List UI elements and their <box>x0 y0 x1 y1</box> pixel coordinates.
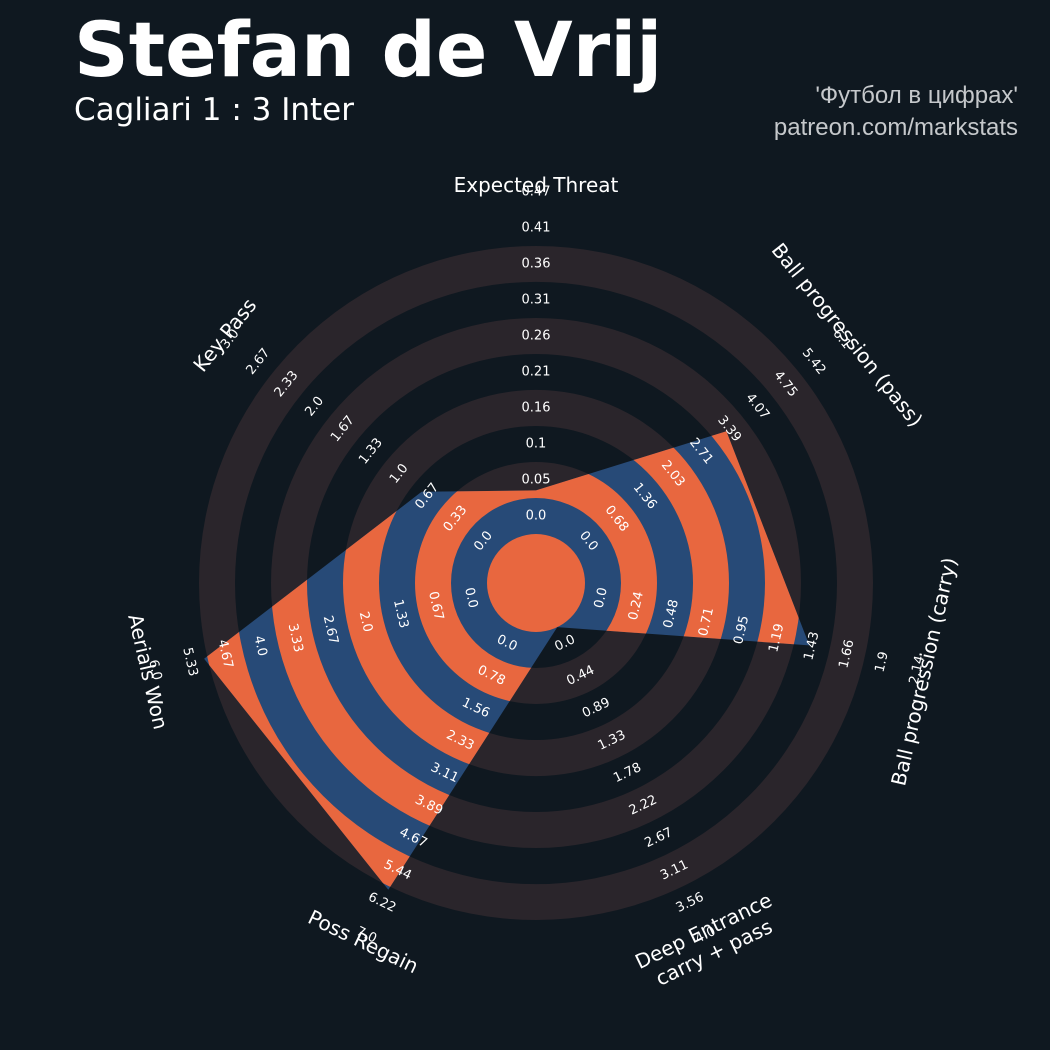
tick-label: 1.33 <box>356 435 386 467</box>
tick-label: 0.0 <box>526 509 547 524</box>
tick-label: 2.67 <box>244 346 274 378</box>
tick-label: 0.48 <box>661 598 682 630</box>
tick-label: 0.95 <box>731 614 752 646</box>
tick-label: 1.9 <box>872 650 891 674</box>
axis-label-line: Aerials Won <box>123 612 173 732</box>
tick-label: 0.21 <box>522 365 551 380</box>
tick-label: 0.36 <box>522 257 551 272</box>
tick-label: 0.71 <box>696 606 717 638</box>
tick-label: 2.0 <box>302 394 327 420</box>
axis-label: Poss Regain <box>304 905 422 978</box>
tick-label: 0.05 <box>522 473 551 488</box>
tick-label: 2.67 <box>643 825 676 851</box>
tick-label: 0.0 <box>553 632 578 654</box>
tick-label: 6.0 <box>145 658 164 682</box>
center-disc <box>487 534 585 632</box>
tick-label: 3.56 <box>674 890 707 916</box>
tick-label: 4.67 <box>214 638 235 670</box>
tick-label: 5.42 <box>799 346 829 378</box>
axis-label-line: Expected Threat <box>454 173 619 197</box>
tick-label: 0.41 <box>522 221 551 236</box>
tick-label: 4.07 <box>742 391 772 423</box>
credit-block: 'Футбол в цифрах' patreon.com/markstats <box>774 80 1018 144</box>
tick-label: 1.33 <box>390 598 411 630</box>
tick-label: 2.67 <box>320 614 341 646</box>
axis-label-line: Ball progression (carry) <box>886 555 962 788</box>
tick-label: 1.43 <box>801 630 822 662</box>
tick-label: 0.0 <box>461 586 480 610</box>
tick-labels: 0.0 0.05 0.1 0.16 0.21 0.26 0.31 0.36 0.41 0.47 0.… <box>145 185 928 947</box>
tick-label: 0.47 <box>522 185 551 200</box>
axis-label-line: Poss Regain <box>304 905 422 978</box>
tick-label: 1.66 <box>836 638 857 670</box>
tick-label: 1.19 <box>766 622 787 654</box>
tick-label: 6.22 <box>366 890 399 916</box>
tick-label: 0.89 <box>580 695 613 721</box>
player-name: Stefan de Vrij <box>74 5 663 94</box>
tick-label: 0.31 <box>522 293 551 308</box>
tick-label: 0.1 <box>526 437 547 452</box>
tick-label: 4.0 <box>250 634 269 658</box>
tick-label: 2.0 <box>356 610 375 634</box>
axis-label: Ball progression (carry) <box>886 555 962 788</box>
tick-label: 0.16 <box>522 401 551 416</box>
match-score: Cagliari 1 : 3 Inter <box>74 92 354 128</box>
axis-label: Aerials Won <box>123 612 173 732</box>
tick-label: 3.33 <box>285 622 306 654</box>
credit-title: 'Футбол в цифрах' <box>815 82 1018 109</box>
tick-label: 0.24 <box>626 590 647 622</box>
tick-label: 5.33 <box>179 646 200 678</box>
credit-link: patreon.com/markstats <box>773 114 1018 141</box>
tick-label: 0.26 <box>522 329 551 344</box>
tick-label: 0.0 <box>592 586 611 610</box>
axis-label: Deep Entrancecarry + pass <box>631 888 786 996</box>
tick-label: 1.78 <box>611 760 644 786</box>
tick-label: 2.14 <box>907 654 928 686</box>
axis-label: Expected Threat <box>454 173 619 197</box>
tick-label: 0.67 <box>425 590 446 622</box>
